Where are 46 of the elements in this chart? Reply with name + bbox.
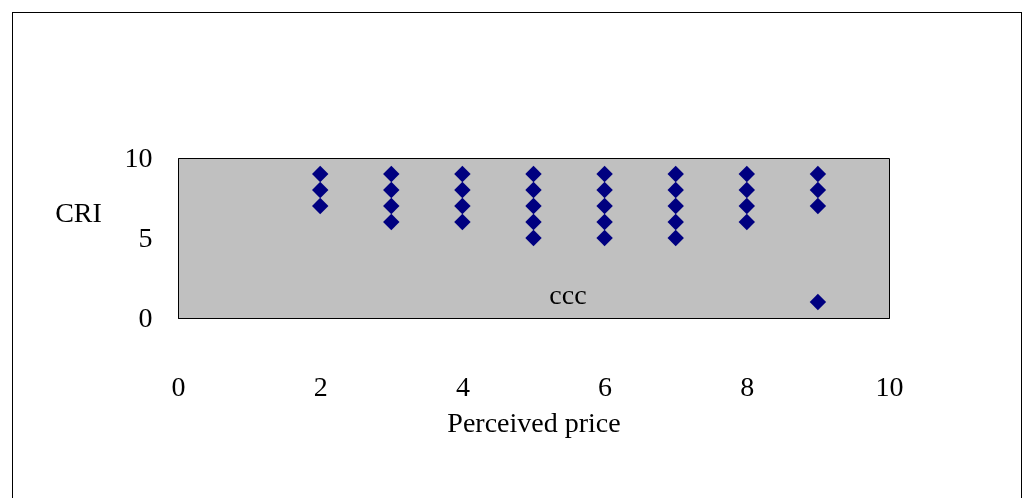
point bbox=[667, 213, 684, 231]
point bbox=[454, 197, 471, 215]
y-tick-label: 10 bbox=[124, 141, 153, 173]
point bbox=[596, 181, 613, 199]
x-tick-label: 6 bbox=[598, 370, 613, 402]
point bbox=[311, 181, 329, 199]
point bbox=[525, 181, 542, 199]
point bbox=[667, 165, 684, 183]
point bbox=[738, 213, 756, 231]
point bbox=[454, 181, 471, 199]
point bbox=[738, 181, 756, 199]
point bbox=[383, 165, 400, 183]
point bbox=[383, 181, 400, 199]
point bbox=[809, 197, 827, 215]
point bbox=[667, 197, 684, 215]
x-axis-title: Perceived price bbox=[447, 406, 621, 438]
point bbox=[454, 165, 471, 183]
y-axis-title: CRI bbox=[55, 196, 102, 228]
point bbox=[383, 213, 400, 231]
point bbox=[738, 165, 756, 183]
y-tick-label: 0 bbox=[138, 301, 153, 333]
x-tick-label: 4 bbox=[455, 370, 470, 402]
x-tick-label: 10 bbox=[875, 370, 904, 402]
point bbox=[311, 197, 329, 215]
point bbox=[667, 229, 684, 247]
point bbox=[667, 181, 684, 199]
point bbox=[525, 229, 542, 247]
point bbox=[809, 293, 827, 311]
x-tick-label: 0 bbox=[171, 370, 186, 402]
point bbox=[596, 213, 613, 231]
x-tick-label: 8 bbox=[740, 370, 755, 402]
point bbox=[454, 213, 471, 231]
point bbox=[809, 181, 827, 199]
point bbox=[383, 197, 400, 215]
point bbox=[525, 165, 542, 183]
y-tick-label: 5 bbox=[138, 221, 153, 253]
point bbox=[738, 197, 756, 215]
point bbox=[596, 229, 613, 247]
point bbox=[525, 197, 542, 215]
point bbox=[525, 213, 542, 231]
point bbox=[809, 165, 827, 183]
annotation: ccc bbox=[549, 279, 587, 310]
point bbox=[596, 165, 613, 183]
point bbox=[596, 197, 613, 215]
point bbox=[311, 165, 329, 183]
x-tick-label: 2 bbox=[313, 370, 328, 402]
